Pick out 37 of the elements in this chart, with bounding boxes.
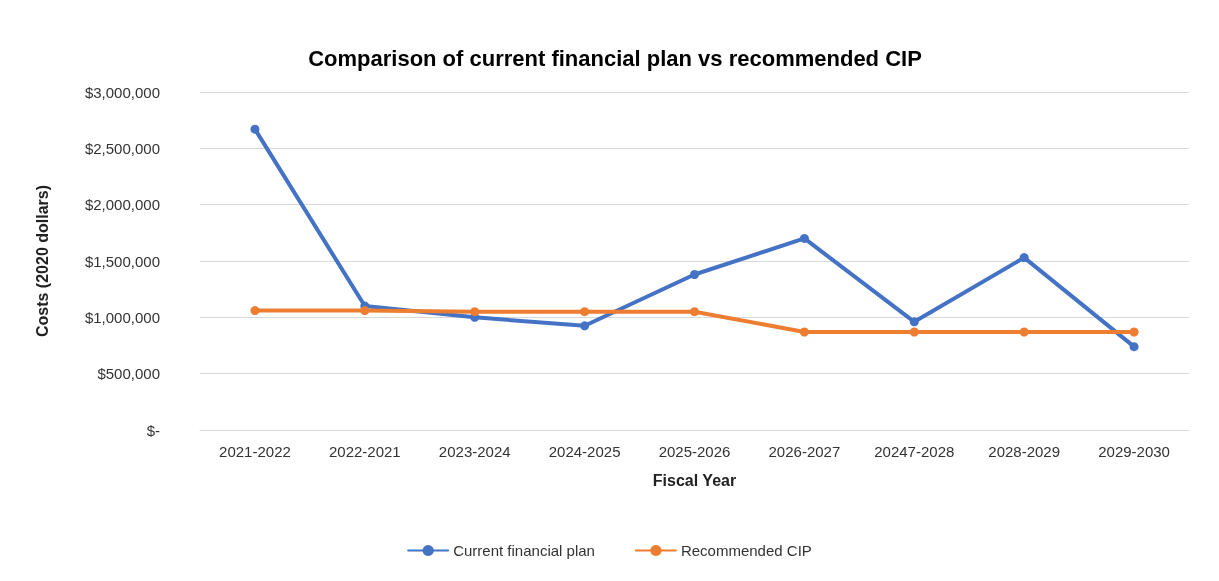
x-tick-label: 2024-2025 (548, 443, 621, 460)
point (690, 307, 699, 317)
x-tick-label: 2022-2021 (328, 443, 401, 460)
y-tick-label: $2,500,000 (84, 139, 160, 157)
point (909, 327, 919, 337)
y-tick-label: $- (146, 421, 160, 439)
point (909, 317, 919, 327)
point (470, 307, 480, 317)
x-tick-label: 2029-2030 (1098, 443, 1170, 460)
point (690, 270, 699, 280)
point (799, 327, 809, 337)
y-tick-label: $1,000,000 (84, 308, 160, 326)
point (250, 306, 260, 316)
y-tick-label: $1,500,000 (84, 252, 160, 270)
point (799, 233, 809, 243)
x-tick-label: 2023-2024 (438, 443, 511, 460)
point (250, 124, 260, 134)
point (1019, 327, 1029, 337)
x-tick-label: 2021-2022 (219, 443, 291, 460)
y-tick-label: $2,000,000 (84, 196, 160, 214)
point (1019, 253, 1029, 263)
y-tick-label: $500,000 (97, 365, 160, 383)
x-tick-label: 2025-2026 (658, 443, 731, 460)
y-axis-title: Costs (2020 dollars) (33, 184, 51, 338)
x-tick-label: 20247-2028 (874, 443, 955, 460)
y-tick-label: $3,000,000 (84, 83, 160, 101)
x-axis-title: Fiscal Year (652, 471, 737, 489)
chart-title: Comparison of current financial plan vs recommended CIP (308, 45, 922, 71)
point (580, 321, 590, 331)
legend-label: Current financial plan (453, 542, 595, 559)
point (1129, 327, 1139, 337)
x-tick-label: 2026-2027 (768, 443, 841, 460)
legend-label: Recommended CIP (680, 542, 812, 559)
point (580, 307, 590, 317)
point (1129, 342, 1139, 352)
point (360, 306, 370, 316)
x-tick-label: 2028-2029 (988, 443, 1061, 460)
